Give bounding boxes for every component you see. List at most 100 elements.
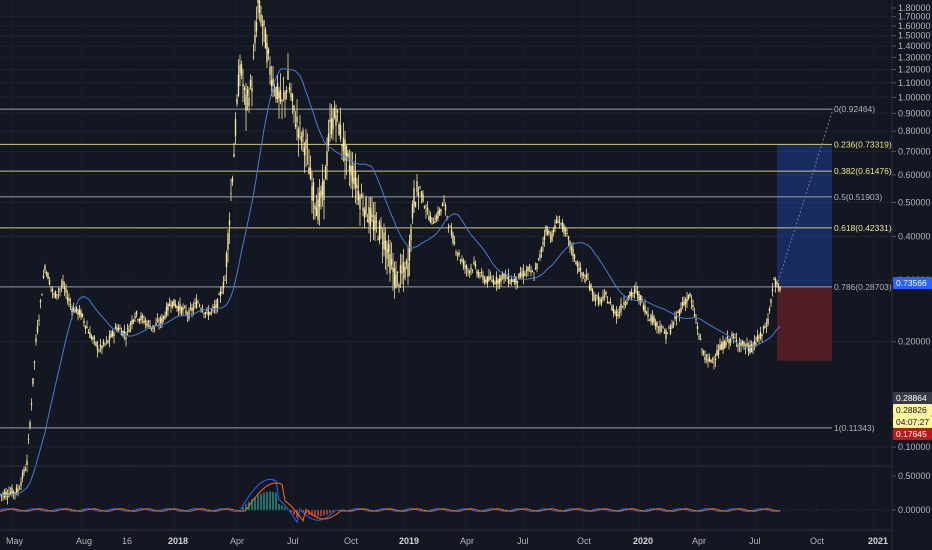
time-tick-label: Oct — [577, 536, 592, 546]
candle-body — [282, 93, 285, 95]
candle-body — [537, 258, 540, 260]
candle-body — [678, 310, 681, 316]
time-tick-label: Jul — [517, 536, 529, 546]
candle-body — [50, 286, 52, 287]
time-tick-label: Apr — [460, 536, 474, 546]
candle-body — [699, 338, 702, 340]
price-tick-label: 1.40000 — [898, 41, 931, 51]
candle-body — [252, 56, 255, 58]
time-tick-label: May — [6, 536, 24, 546]
candle-body — [651, 317, 654, 324]
candle-body — [558, 220, 561, 223]
candle-body — [78, 309, 81, 315]
candle-body — [779, 286, 781, 291]
candle-body — [185, 310, 187, 314]
candle-body — [608, 302, 610, 304]
macd-histogram-bar — [257, 495, 259, 511]
candle-body — [468, 270, 471, 273]
candle-body — [627, 295, 630, 300]
candle-body — [186, 314, 189, 316]
candle-body — [479, 276, 481, 277]
candle-body — [135, 311, 138, 315]
candle-body — [426, 207, 429, 210]
candle-body — [404, 266, 406, 279]
candle-body — [737, 344, 739, 347]
candle-body — [84, 325, 87, 329]
candle-body — [752, 345, 754, 347]
macd-axis[interactable]: 0.50000 0.00000 — [892, 471, 931, 515]
candle-body — [644, 305, 646, 313]
candle-body — [414, 202, 417, 207]
candle-body — [635, 287, 637, 289]
macd-histogram-bar — [332, 510, 334, 512]
macd-histogram-bar — [233, 510, 235, 512]
candle-body — [770, 299, 772, 303]
candle-body — [324, 166, 327, 180]
candle-body — [614, 311, 616, 313]
candle-body — [486, 276, 489, 284]
candle-body — [284, 92, 286, 100]
candle-body — [287, 70, 289, 80]
candle-body — [617, 313, 619, 316]
candle-body — [80, 311, 82, 317]
candle-body — [696, 326, 699, 330]
candle-body — [422, 194, 424, 202]
candle-body — [554, 225, 556, 229]
long-position-tool[interactable] — [777, 143, 832, 361]
candle-body — [663, 331, 666, 334]
price-tick-label: 0.70000 — [898, 146, 931, 156]
candle-body — [518, 273, 520, 280]
candle-body — [584, 279, 586, 282]
price-tick-label: 0.10000 — [898, 442, 931, 452]
candle-body — [93, 337, 96, 339]
macd-indicator — [0, 478, 892, 524]
macd-histogram-bar — [503, 510, 505, 512]
candle-body — [525, 269, 528, 271]
candle-body — [549, 237, 552, 239]
candle-body — [758, 336, 760, 338]
candle-body — [138, 318, 141, 321]
candle-body — [278, 92, 280, 99]
candle-body — [390, 258, 393, 265]
candle-body — [128, 329, 130, 332]
fibonacci-retracement[interactable]: 0(0.92464) 0.236(0.73319) 0.382(0.61476) 0.… — [0, 104, 892, 433]
candle-body — [665, 329, 667, 339]
time-axis[interactable]: May Aug 16 2018 Apr Jul Oct 2019 Apr Jul Oct 2020 Ap… — [6, 536, 888, 546]
candle-body — [102, 341, 105, 345]
candle-body — [485, 279, 487, 283]
candle-body — [747, 345, 750, 352]
candle-body — [725, 341, 727, 346]
candle-body — [588, 285, 591, 289]
candle-body — [17, 489, 19, 492]
candle-body — [392, 267, 394, 272]
candle-body — [603, 293, 606, 295]
candle-body — [173, 299, 175, 306]
candle-body — [776, 282, 778, 284]
price-axis[interactable]: 1.800001.700001.600001.500001.400001.300… — [892, 3, 931, 452]
candle-body — [273, 91, 276, 92]
candle-body — [425, 210, 427, 212]
candle-body — [473, 261, 475, 264]
candle-body — [410, 228, 412, 241]
candle-body — [590, 284, 592, 291]
candle-body — [387, 243, 390, 253]
candle-body — [381, 242, 384, 244]
candle-body — [56, 294, 58, 296]
candle-body — [444, 205, 447, 211]
candle-body — [503, 273, 505, 279]
candle-body — [6, 496, 9, 498]
macd-histogram-bar — [98, 510, 100, 512]
fib-level-label: 0.382(0.61476) — [834, 166, 892, 176]
candle-body — [164, 315, 166, 319]
macd-histogram-bar — [293, 510, 295, 515]
candle-body — [482, 275, 484, 280]
candle-body — [440, 208, 442, 211]
candle-body — [522, 270, 525, 278]
candle-body — [47, 273, 49, 280]
candle-body — [732, 336, 735, 338]
price-tick-label: 1.20000 — [898, 65, 931, 75]
macd-histogram-bar — [125, 510, 127, 512]
candle-body — [318, 192, 321, 207]
candle-body — [734, 337, 736, 339]
